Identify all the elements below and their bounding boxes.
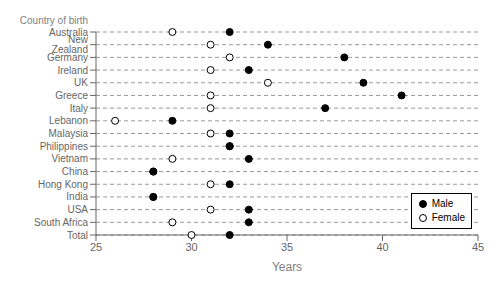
svg-text:India: India xyxy=(66,191,88,202)
svg-text:Philippines: Philippines xyxy=(40,141,88,152)
svg-text:Lebanon: Lebanon xyxy=(49,115,88,126)
svg-text:45: 45 xyxy=(472,241,484,253)
svg-text:South Africa: South Africa xyxy=(34,217,88,228)
svg-text:25: 25 xyxy=(90,241,102,253)
svg-text:Years: Years xyxy=(272,260,302,274)
svg-text:Malaysia: Malaysia xyxy=(49,128,89,139)
svg-text:35: 35 xyxy=(281,241,293,253)
svg-text:30: 30 xyxy=(185,241,197,253)
svg-text:China: China xyxy=(62,166,89,177)
svg-text:Greece: Greece xyxy=(55,90,88,101)
svg-text:Italy: Italy xyxy=(70,103,88,114)
svg-text:Country of birth: Country of birth xyxy=(20,15,88,26)
svg-text:USA: USA xyxy=(67,204,88,215)
svg-text:Ireland: Ireland xyxy=(57,65,88,76)
svg-text:Total: Total xyxy=(67,230,88,241)
svg-text:Vietnam: Vietnam xyxy=(51,153,88,164)
svg-text:Germany: Germany xyxy=(47,52,88,63)
svg-text:UK: UK xyxy=(74,77,88,88)
svg-text:40: 40 xyxy=(376,241,388,253)
svg-text:Hong Kong: Hong Kong xyxy=(38,179,88,190)
